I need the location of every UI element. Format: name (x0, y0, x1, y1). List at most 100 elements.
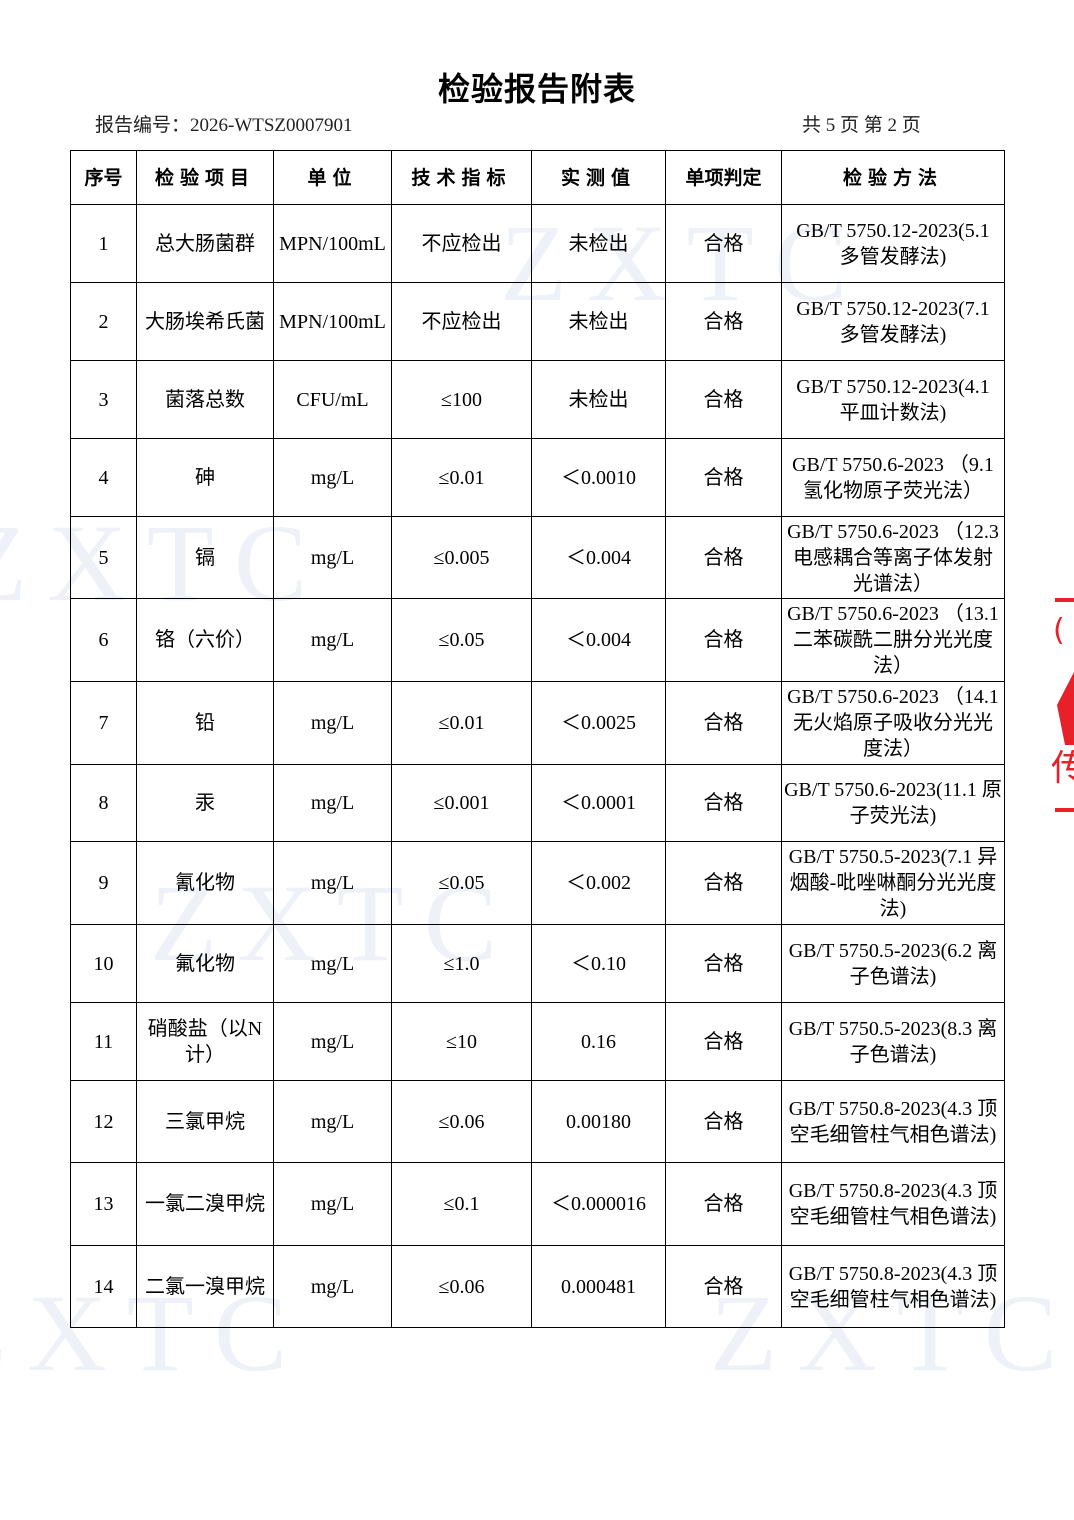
judgement: 合格 (665, 598, 782, 682)
unit: MPN/100mL (273, 282, 392, 361)
unit: mg/L (273, 438, 392, 517)
measured-value: ＜0.002 (531, 841, 666, 925)
judgement: 合格 (665, 764, 782, 842)
table-row: 8 汞 mg/L ≤0.001 ＜0.0001 合格 GB/T 5750.6-2023(11… (70, 764, 1005, 842)
test-method: GB/T 5750.5-2023(8.3 离子色谱法) (781, 1002, 1005, 1081)
measured-value: 未检出 (531, 360, 666, 439)
judgement: 合格 (665, 204, 782, 283)
judgement: 合格 (665, 1002, 782, 1081)
table-row: 13 一氯二溴甲烷 mg/L ≤0.1 ＜0.000016 合格 GB/T 5750.8-2… (70, 1162, 1005, 1246)
test-item: 大肠埃希氏菌 (136, 282, 274, 361)
results-table: 序号 检验项目 单位 技术指标 实测值 单项判定 检验方法 1 总大肠菌群 MPN/100mL 不… (70, 150, 1005, 1328)
test-method: GB/T 5750.5-2023(7.1 异烟酸-吡唑啉酮分光光度法) (781, 841, 1005, 925)
svg-text:传: 传 (1051, 748, 1074, 789)
standard-limit: ≤0.01 (391, 681, 532, 765)
test-method: GB/T 5750.6-2023(11.1 原子荧光法) (781, 764, 1005, 842)
judgement: 合格 (665, 438, 782, 517)
measured-value: ＜0.004 (531, 516, 666, 599)
test-item: 汞 (136, 764, 274, 842)
measured-value: 0.000481 (531, 1245, 666, 1328)
table-row: 11 硝酸盐（以N计） mg/L ≤10 0.16 合格 GB/T 5750.5-2023(… (70, 1002, 1005, 1081)
test-method: GB/T 5750.6-2023 （13.1 二苯碳酰二肼分光光度法） (781, 598, 1005, 682)
standard-limit: ≤10 (391, 1002, 532, 1081)
table-row: 4 砷 mg/L ≤0.01 ＜0.0010 合格 GB/T 5750.6-2023 （9.… (70, 438, 1005, 517)
row-number: 8 (70, 764, 137, 842)
judgement: 合格 (665, 681, 782, 765)
table-row: 6 铬（六价） mg/L ≤0.05 ＜0.004 合格 GB/T 5750.6-2023 … (70, 598, 1005, 682)
row-number: 1 (70, 204, 137, 283)
test-method: GB/T 5750.8-2023(4.3 顶空毛细管柱气相色谱法) (781, 1080, 1005, 1163)
row-number: 13 (70, 1162, 137, 1246)
unit: mg/L (273, 1002, 392, 1081)
unit: mg/L (273, 1162, 392, 1246)
test-item: 二氯一溴甲烷 (136, 1245, 274, 1328)
unit: mg/L (273, 681, 392, 765)
unit: mg/L (273, 924, 392, 1003)
standard-limit: ≤0.1 (391, 1162, 532, 1246)
table-row: 12 三氯甲烷 mg/L ≤0.06 0.00180 合格 GB/T 5750.8-2023… (70, 1080, 1005, 1163)
test-item: 铬（六价） (136, 598, 274, 682)
measured-value: ＜0.10 (531, 924, 666, 1003)
standard-limit: ≤0.06 (391, 1080, 532, 1163)
row-number: 10 (70, 924, 137, 1003)
column-header: 实测值 (531, 150, 666, 205)
test-item: 总大肠菌群 (136, 204, 274, 283)
row-number: 3 (70, 360, 137, 439)
row-number: 11 (70, 1002, 137, 1081)
test-item: 铅 (136, 681, 274, 765)
measured-value: 未检出 (531, 282, 666, 361)
page-title: 检验报告附表 (437, 70, 636, 108)
column-header: 检验项目 (136, 150, 274, 205)
standard-limit: ≤0.05 (391, 841, 532, 925)
table-row: 2 大肠埃希氏菌 MPN/100mL 不应检出 未检出 合格 GB/T 5750.12-20… (70, 282, 1005, 361)
test-method: GB/T 5750.12-2023(5.1 多管发酵法) (781, 204, 1005, 283)
unit: mg/L (273, 598, 392, 682)
judgement: 合格 (665, 1245, 782, 1328)
table-row: 5 镉 mg/L ≤0.005 ＜0.004 合格 GB/T 5750.6-2023 （12… (70, 516, 1005, 599)
measured-value: 未检出 (531, 204, 666, 283)
standard-limit: ≤0.05 (391, 598, 532, 682)
test-item: 镉 (136, 516, 274, 599)
standard-limit: 不应检出 (391, 204, 532, 283)
standard-limit: ≤100 (391, 360, 532, 439)
unit: CFU/mL (273, 360, 392, 439)
measured-value: ＜0.0001 (531, 764, 666, 842)
test-method: GB/T 5750.6-2023 （12.3电感耦合等离子体发射光谱法） (781, 516, 1005, 599)
unit: mg/L (273, 764, 392, 842)
column-header: 单位 (273, 150, 392, 205)
unit: mg/L (273, 516, 392, 599)
table-row: 7 铅 mg/L ≤0.01 ＜0.0025 合格 GB/T 5750.6-2023 （14… (70, 681, 1005, 765)
row-number: 9 (70, 841, 137, 925)
test-method: GB/T 5750.8-2023(4.3 顶空毛细管柱气相色谱法) (781, 1162, 1005, 1246)
standard-limit: ≤1.0 (391, 924, 532, 1003)
measured-value: ＜0.0025 (531, 681, 666, 765)
row-number: 12 (70, 1080, 137, 1163)
measured-value: 0.16 (531, 1002, 666, 1081)
svg-text:(: ( (1053, 613, 1065, 648)
test-method: GB/T 5750.8-2023(4.3 顶空毛细管柱气相色谱法) (781, 1245, 1005, 1328)
judgement: 合格 (665, 1162, 782, 1246)
test-item: 菌落总数 (136, 360, 274, 439)
table-row: 3 菌落总数 CFU/mL ≤100 未检出 合格 GB/T 5750.12-2023(4.… (70, 360, 1005, 439)
measured-value: ＜0.000016 (531, 1162, 666, 1246)
row-number: 6 (70, 598, 137, 682)
test-item: 一氯二溴甲烷 (136, 1162, 274, 1246)
unit: mg/L (273, 1080, 392, 1163)
measured-value: 0.00180 (531, 1080, 666, 1163)
row-number: 5 (70, 516, 137, 599)
test-item: 三氯甲烷 (136, 1080, 274, 1163)
table-row: 14 二氯一溴甲烷 mg/L ≤0.06 0.000481 合格 GB/T 5750.8-2… (70, 1245, 1005, 1328)
unit: MPN/100mL (273, 204, 392, 283)
standard-limit: ≤0.01 (391, 438, 532, 517)
test-method: GB/T 5750.12-2023(7.1 多管发酵法) (781, 282, 1005, 361)
report-number: 报告编号：2026-WTSZ0007901 (95, 115, 353, 136)
test-method: GB/T 5750.6-2023 （9.1 氢化物原子荧光法） (781, 438, 1005, 517)
column-header: 序号 (70, 150, 137, 205)
row-number: 2 (70, 282, 137, 361)
unit: mg/L (273, 841, 392, 925)
column-header: 检验方法 (781, 150, 1005, 205)
judgement: 合格 (665, 516, 782, 599)
row-number: 14 (70, 1245, 137, 1328)
test-method: GB/T 5750.12-2023(4.1 平皿计数法) (781, 360, 1005, 439)
